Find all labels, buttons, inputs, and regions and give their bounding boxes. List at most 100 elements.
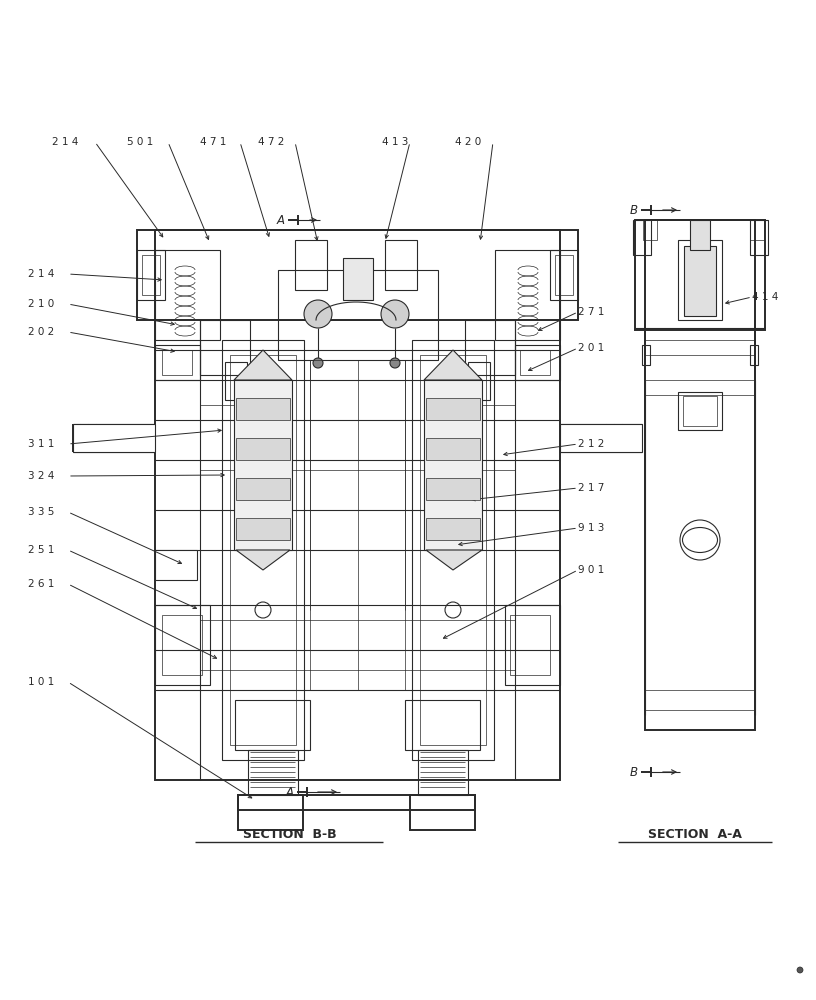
Text: A: A bbox=[286, 786, 294, 798]
Bar bbox=[690, 220, 710, 250]
Bar bbox=[750, 220, 764, 240]
Bar bbox=[200, 320, 250, 375]
Polygon shape bbox=[426, 550, 482, 570]
Bar bbox=[236, 438, 290, 460]
Bar bbox=[158, 553, 194, 577]
Polygon shape bbox=[424, 350, 482, 380]
Bar bbox=[426, 518, 480, 540]
Bar bbox=[385, 240, 417, 290]
Text: 3 1 1: 3 1 1 bbox=[28, 439, 55, 449]
Circle shape bbox=[173, 562, 179, 568]
Bar bbox=[633, 220, 651, 255]
Text: B: B bbox=[630, 204, 638, 217]
Bar bbox=[235, 700, 310, 750]
Bar bbox=[683, 396, 717, 426]
Bar bbox=[343, 258, 373, 300]
Bar bbox=[410, 795, 475, 830]
Bar bbox=[678, 392, 722, 430]
Bar bbox=[495, 250, 560, 340]
Bar bbox=[468, 362, 490, 400]
Bar bbox=[225, 362, 247, 400]
Bar bbox=[426, 438, 480, 460]
Text: 1 0 1: 1 0 1 bbox=[28, 677, 54, 687]
Bar bbox=[418, 750, 468, 795]
Bar bbox=[520, 350, 550, 375]
Bar bbox=[155, 345, 200, 380]
Bar bbox=[426, 398, 480, 420]
Bar bbox=[155, 250, 220, 340]
Bar bbox=[424, 380, 482, 550]
Circle shape bbox=[381, 300, 409, 328]
Bar bbox=[162, 615, 202, 675]
Bar bbox=[550, 250, 578, 300]
Bar bbox=[684, 246, 716, 316]
Text: SECTION  A-A: SECTION A-A bbox=[648, 828, 742, 842]
Bar bbox=[200, 375, 250, 405]
Bar bbox=[278, 270, 438, 360]
Bar bbox=[137, 230, 578, 320]
Text: 2 1 2: 2 1 2 bbox=[578, 439, 605, 449]
Text: 2 1 4: 2 1 4 bbox=[28, 269, 55, 279]
Circle shape bbox=[390, 358, 400, 368]
Text: B: B bbox=[630, 766, 638, 778]
Bar bbox=[73, 424, 155, 452]
Bar bbox=[238, 795, 475, 810]
Text: 4 2 0: 4 2 0 bbox=[455, 137, 481, 147]
Bar bbox=[248, 750, 298, 795]
Text: 2 1 7: 2 1 7 bbox=[578, 483, 605, 493]
Bar bbox=[643, 220, 657, 240]
Circle shape bbox=[797, 967, 803, 973]
Bar bbox=[238, 795, 303, 830]
Text: 5 0 1: 5 0 1 bbox=[127, 137, 153, 147]
Bar bbox=[505, 605, 560, 685]
Bar bbox=[162, 350, 192, 375]
Bar bbox=[405, 700, 480, 750]
Bar bbox=[295, 240, 327, 290]
Bar bbox=[236, 478, 290, 500]
Text: 9 1 3: 9 1 3 bbox=[578, 523, 605, 533]
Bar bbox=[750, 345, 758, 365]
Text: 2 6 1: 2 6 1 bbox=[28, 579, 55, 589]
Bar bbox=[236, 518, 290, 540]
Text: 4 7 2: 4 7 2 bbox=[258, 137, 284, 147]
Bar bbox=[645, 220, 755, 730]
Bar bbox=[142, 255, 160, 295]
Bar bbox=[426, 478, 480, 500]
Text: 2 0 1: 2 0 1 bbox=[578, 343, 605, 353]
Text: 3 3 5: 3 3 5 bbox=[28, 507, 55, 517]
Bar bbox=[465, 375, 515, 405]
Text: 2 1 0: 2 1 0 bbox=[28, 299, 54, 309]
Bar bbox=[678, 240, 722, 320]
Bar bbox=[155, 230, 560, 780]
Circle shape bbox=[304, 300, 332, 328]
Bar bbox=[465, 320, 515, 375]
Bar bbox=[310, 360, 405, 690]
Bar bbox=[137, 250, 165, 300]
Bar bbox=[642, 345, 650, 365]
Circle shape bbox=[313, 358, 323, 368]
Bar bbox=[230, 355, 296, 745]
Text: SECTION  B-B: SECTION B-B bbox=[243, 828, 337, 842]
Text: A: A bbox=[277, 214, 285, 227]
Bar bbox=[412, 340, 494, 760]
Bar bbox=[510, 615, 550, 675]
Bar bbox=[236, 398, 290, 420]
Bar bbox=[750, 220, 768, 255]
Bar bbox=[555, 255, 573, 295]
Text: 2 1 4: 2 1 4 bbox=[52, 137, 78, 147]
Polygon shape bbox=[234, 350, 292, 380]
Bar bbox=[155, 550, 197, 580]
Text: 2 0 2: 2 0 2 bbox=[28, 327, 54, 337]
Bar bbox=[635, 220, 765, 330]
Text: 2 5 1: 2 5 1 bbox=[28, 545, 55, 555]
Polygon shape bbox=[236, 550, 290, 570]
Bar bbox=[155, 605, 210, 685]
Text: 3 2 4: 3 2 4 bbox=[28, 471, 55, 481]
Bar bbox=[234, 380, 292, 550]
Bar bbox=[560, 424, 642, 452]
Bar bbox=[222, 340, 304, 760]
Text: 4 1 4: 4 1 4 bbox=[752, 292, 778, 302]
Text: 2 7 1: 2 7 1 bbox=[578, 307, 605, 317]
Bar bbox=[420, 355, 486, 745]
Text: 4 7 1: 4 7 1 bbox=[200, 137, 226, 147]
